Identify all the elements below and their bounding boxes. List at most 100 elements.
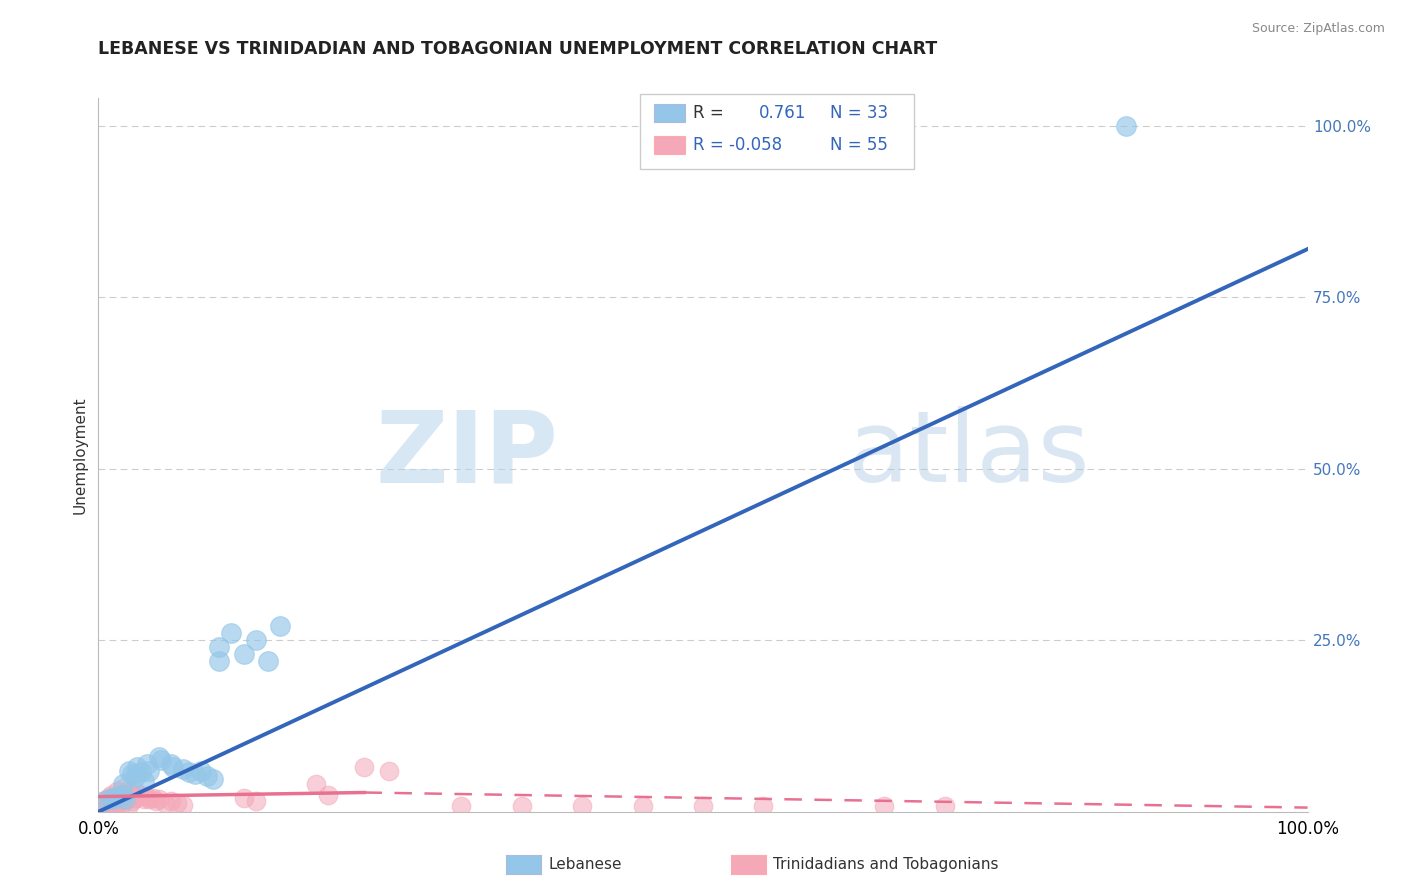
Point — [692, 799, 714, 814]
Point — [111, 789, 134, 804]
Text: ZIP: ZIP — [375, 407, 558, 503]
Point — [752, 799, 775, 814]
Point — [111, 788, 134, 802]
Point — [101, 794, 124, 808]
Point — [108, 788, 131, 802]
Point — [145, 794, 167, 808]
Point — [118, 791, 141, 805]
Point — [129, 764, 152, 779]
Point — [121, 788, 143, 802]
Point — [105, 789, 128, 804]
Point — [184, 767, 207, 781]
Text: Lebanese: Lebanese — [548, 857, 621, 871]
Point — [377, 764, 399, 778]
Point — [135, 789, 157, 804]
Point — [245, 794, 267, 808]
Point — [873, 799, 896, 814]
Point — [118, 782, 141, 797]
Point — [172, 797, 194, 812]
Point — [208, 654, 231, 668]
Point — [142, 791, 165, 805]
Point — [91, 797, 114, 812]
Point — [153, 797, 176, 811]
Point — [97, 791, 120, 805]
Point — [160, 756, 183, 771]
Point — [631, 799, 654, 814]
Point — [121, 794, 143, 808]
Point — [1115, 119, 1137, 133]
Text: Trinidadians and Tobagonians: Trinidadians and Tobagonians — [773, 857, 998, 871]
Point — [135, 756, 157, 771]
Point — [195, 769, 218, 783]
Point — [114, 792, 136, 806]
Point — [124, 784, 146, 798]
Point — [166, 797, 188, 811]
Point — [101, 789, 124, 804]
Point — [256, 654, 278, 668]
Text: Source: ZipAtlas.com: Source: ZipAtlas.com — [1251, 22, 1385, 36]
Point — [108, 794, 131, 808]
Point — [172, 762, 194, 776]
Text: N = 55: N = 55 — [830, 136, 887, 154]
Point — [148, 749, 170, 764]
Point — [114, 785, 136, 799]
Point — [105, 784, 128, 798]
Point — [100, 792, 122, 806]
Point — [114, 792, 136, 806]
Point — [124, 791, 146, 805]
Point — [138, 764, 160, 778]
Point — [93, 794, 115, 808]
Text: atlas: atlas — [848, 407, 1090, 503]
Point — [221, 626, 243, 640]
Point — [202, 772, 225, 786]
Text: LEBANESE VS TRINIDADIAN AND TOBAGONIAN UNEMPLOYMENT CORRELATION CHART: LEBANESE VS TRINIDADIAN AND TOBAGONIAN U… — [98, 40, 938, 58]
Point — [100, 791, 122, 805]
Point — [305, 777, 328, 791]
Point — [100, 788, 122, 802]
Point — [232, 791, 254, 805]
Point — [571, 799, 593, 814]
Point — [316, 788, 339, 802]
Point — [150, 753, 173, 767]
Point — [105, 791, 128, 805]
Point — [111, 780, 134, 795]
Point — [450, 799, 472, 814]
Point — [190, 764, 212, 778]
Point — [121, 767, 143, 781]
Point — [127, 760, 149, 774]
Point — [129, 788, 152, 802]
Text: 0.761: 0.761 — [759, 104, 807, 122]
Y-axis label: Unemployment: Unemployment — [72, 396, 87, 514]
Point — [105, 797, 128, 812]
Point — [127, 789, 149, 804]
Point — [148, 792, 170, 806]
Point — [934, 799, 956, 814]
Point — [245, 633, 267, 648]
Text: R =: R = — [693, 104, 724, 122]
Point — [111, 777, 134, 791]
Point — [134, 792, 156, 806]
Point — [93, 799, 115, 814]
Point — [232, 647, 254, 661]
Point — [510, 799, 533, 814]
Text: N = 33: N = 33 — [830, 104, 887, 122]
Point — [118, 797, 141, 812]
Point — [160, 794, 183, 808]
Point — [162, 760, 184, 774]
Point — [118, 764, 141, 778]
Text: R = -0.058: R = -0.058 — [693, 136, 782, 154]
Point — [111, 797, 134, 811]
Point — [101, 801, 124, 815]
Point — [100, 799, 122, 814]
Point — [269, 619, 291, 633]
Point — [97, 801, 120, 815]
Point — [138, 792, 160, 806]
Point — [179, 764, 201, 779]
Point — [353, 760, 375, 774]
Point — [124, 771, 146, 785]
Point — [93, 794, 115, 808]
Point — [97, 797, 120, 811]
Point — [208, 640, 231, 654]
Point — [134, 773, 156, 788]
Point — [101, 792, 124, 806]
